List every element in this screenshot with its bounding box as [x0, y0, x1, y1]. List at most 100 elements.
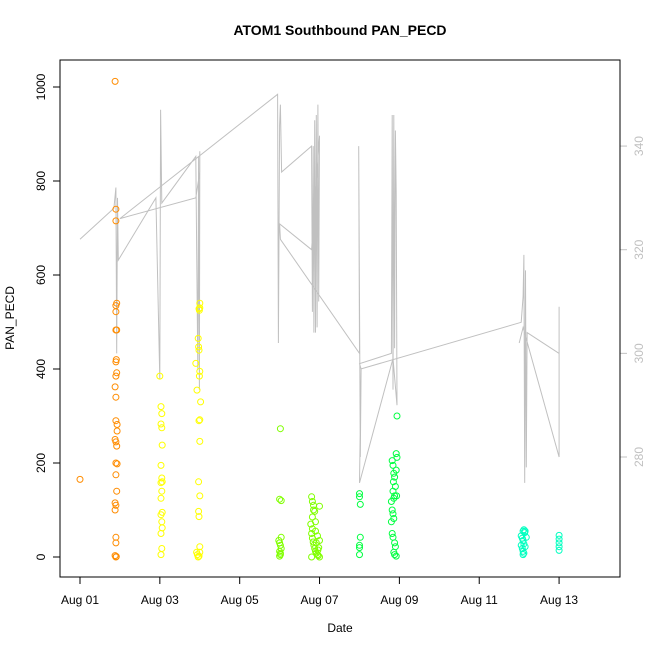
y2-tick-label: 320 — [632, 239, 646, 259]
data-point — [389, 461, 397, 469]
x-tick-label: Aug 03 — [141, 593, 179, 607]
data-point — [393, 492, 401, 500]
series-group — [517, 526, 563, 559]
data-point — [112, 438, 120, 446]
data-point — [157, 420, 165, 428]
data-point — [112, 471, 120, 479]
data-point — [356, 490, 363, 498]
data-point — [393, 412, 401, 420]
plot-frame — [59, 59, 621, 578]
data-point — [555, 543, 563, 551]
data-point — [157, 511, 165, 519]
data-point — [157, 461, 165, 469]
data-point — [76, 475, 84, 483]
data-point — [192, 359, 200, 367]
data-point — [196, 416, 204, 424]
data-point — [519, 527, 527, 535]
data-point — [158, 441, 166, 449]
data-point — [309, 538, 317, 546]
data-point — [158, 424, 166, 432]
y-tick-label: 400 — [34, 359, 48, 379]
data-point — [195, 372, 203, 380]
data-point — [112, 459, 120, 467]
data-point — [308, 498, 316, 505]
data-point — [157, 494, 165, 502]
y-tick-label: 200 — [34, 453, 48, 473]
x-tick-label: Aug 01 — [61, 593, 99, 607]
data-point — [156, 372, 164, 380]
x-tick-label: Aug 09 — [380, 593, 418, 607]
data-point — [111, 77, 119, 85]
data-point — [113, 326, 121, 334]
data-point — [157, 403, 165, 411]
data-point — [196, 548, 204, 556]
data-point — [388, 457, 396, 465]
data-point — [555, 539, 563, 547]
series-group — [156, 299, 205, 561]
data-point — [112, 501, 120, 509]
data-point — [276, 495, 284, 503]
data-point — [392, 466, 400, 474]
data-point — [112, 417, 120, 425]
data-point — [314, 532, 321, 540]
data-point — [520, 526, 528, 534]
y2-tick-label: 280 — [632, 447, 646, 467]
series-group — [275, 425, 323, 561]
data-point — [276, 425, 284, 433]
data-point — [195, 343, 203, 351]
data-point — [111, 383, 119, 391]
data-point — [112, 358, 120, 366]
y-tick-label: 600 — [34, 265, 48, 285]
data-point — [112, 539, 120, 547]
data-point — [113, 460, 121, 468]
x-axis-label: Date — [327, 621, 353, 635]
scatter-points-layer — [76, 77, 563, 561]
data-point — [316, 553, 323, 561]
data-point — [196, 492, 204, 500]
data-point — [356, 533, 364, 541]
data-point — [308, 493, 316, 501]
data-point — [197, 398, 205, 406]
data-point — [111, 552, 119, 560]
data-point — [112, 308, 120, 316]
data-point — [356, 544, 363, 552]
data-point — [389, 487, 397, 495]
data-point — [196, 367, 204, 375]
y-tick-label: 0 — [34, 553, 48, 560]
data-point — [113, 487, 121, 495]
data-point — [308, 553, 316, 561]
data-point — [389, 510, 397, 518]
data-point — [356, 541, 363, 549]
data-point — [276, 549, 284, 557]
data-point — [312, 518, 319, 526]
data-point — [392, 450, 400, 458]
y2-tick-label: 300 — [632, 343, 646, 363]
data-point — [195, 306, 203, 314]
data-point — [316, 502, 323, 510]
data-point — [356, 493, 363, 501]
series-group — [356, 412, 401, 560]
data-point — [112, 205, 120, 213]
data-point — [112, 372, 120, 380]
data-point — [519, 551, 527, 559]
data-point — [111, 506, 119, 514]
data-point — [195, 346, 203, 354]
data-point — [277, 497, 285, 505]
data-point — [390, 515, 398, 522]
data-point — [196, 437, 204, 445]
y-tick-label: 800 — [34, 171, 48, 191]
data-point — [555, 546, 563, 554]
data-point — [356, 551, 363, 559]
data-point — [520, 549, 528, 557]
data-point — [158, 474, 166, 482]
data-point — [158, 478, 166, 486]
data-point — [195, 552, 203, 560]
data-point — [157, 530, 165, 537]
x-tick-label: Aug 11 — [461, 593, 498, 607]
data-point — [195, 417, 203, 425]
overlay-line-layer — [79, 93, 560, 484]
series-group — [76, 77, 121, 561]
data-point — [393, 453, 401, 461]
